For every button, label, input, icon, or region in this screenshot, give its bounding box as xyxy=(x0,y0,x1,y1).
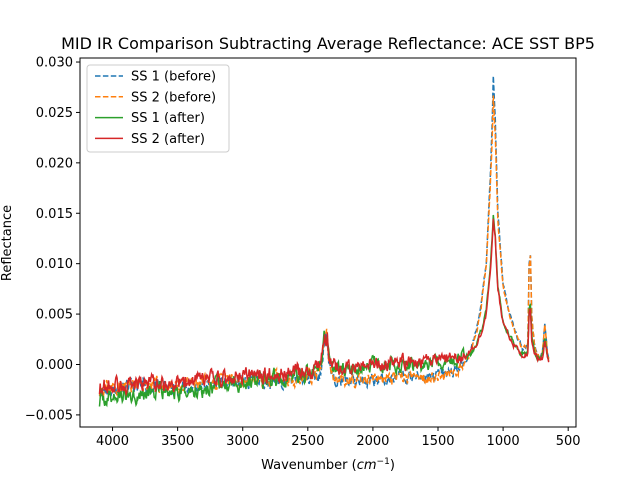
y-tick-label: 0.020 xyxy=(36,156,73,171)
series-group xyxy=(98,75,550,408)
x-tick-label: 500 xyxy=(556,434,581,449)
y-tick-label: 0.025 xyxy=(36,106,73,121)
legend-entry: SS 2 (before) xyxy=(131,90,216,105)
series-line-3 xyxy=(98,214,550,408)
y-tick-label: 0.010 xyxy=(36,257,73,272)
x-tick-label: 3000 xyxy=(226,434,259,449)
legend-box xyxy=(86,64,230,153)
y-tick-label: 0.000 xyxy=(36,358,73,373)
y-axis: −0.005 0.000 0.005 0.010 0.015 0.020 0.025 0.03… xyxy=(25,56,80,423)
y-tick-label: −0.005 xyxy=(25,408,73,423)
legend-entry: SS 1 (before) xyxy=(131,70,216,85)
legend: SS 1 (before) SS 2 (before) SS 1 (after) SS… xyxy=(86,64,230,153)
x-tick-label: 2500 xyxy=(291,434,324,449)
x-tick-label: 4000 xyxy=(96,434,129,449)
y-tick-label: 0.030 xyxy=(36,56,73,71)
legend-entry: SS 1 (after) xyxy=(131,111,205,126)
chart-title: MID IR Comparison Subtracting Average Re… xyxy=(61,34,595,53)
x-tick-label: 3500 xyxy=(161,434,194,449)
y-tick-label: 0.005 xyxy=(36,308,73,323)
x-axis: 4000 3500 3000 2500 2000 1500 1000 500 xyxy=(96,427,581,449)
y-tick-label: 0.015 xyxy=(36,207,73,222)
legend-entry: SS 2 (after) xyxy=(131,132,205,147)
x-tick-label: 1500 xyxy=(421,434,454,449)
x-tick-label: 2000 xyxy=(356,434,389,449)
plot-frame xyxy=(79,57,577,428)
x-tick-label: 1000 xyxy=(487,434,520,449)
y-axis-label: Reflectance xyxy=(0,205,15,281)
series-line-4 xyxy=(98,218,550,397)
x-axis-label: Wavenumber (cm−1) xyxy=(261,457,395,473)
